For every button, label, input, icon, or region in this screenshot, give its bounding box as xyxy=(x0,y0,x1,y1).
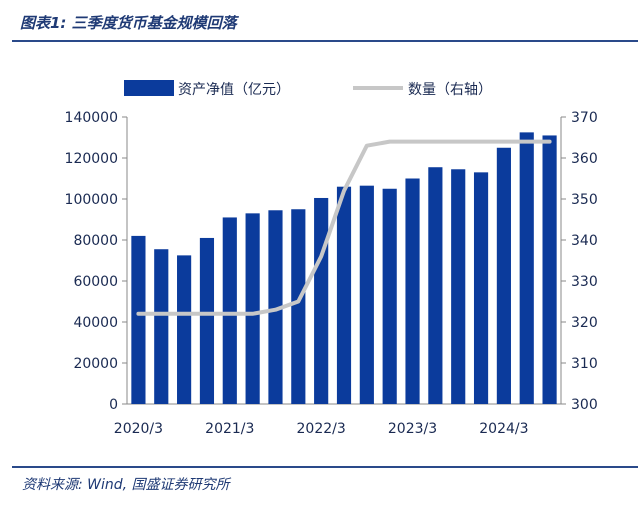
count-line xyxy=(136,139,552,316)
bar xyxy=(245,213,260,404)
bar xyxy=(473,172,489,404)
y-left-tick-label: 60000 xyxy=(73,274,118,290)
y-left-tick-label: 80000 xyxy=(73,233,118,249)
bar xyxy=(428,167,443,404)
bar xyxy=(131,235,146,404)
y-right-ticks: 300 310 320 330 340 350 360 370 xyxy=(561,110,598,413)
title-divider xyxy=(12,40,638,42)
x-tick-label: 2022/3 xyxy=(297,421,346,437)
bar xyxy=(496,147,511,404)
bar xyxy=(154,249,169,404)
y-left-tick-label: 40000 xyxy=(73,315,118,331)
bar xyxy=(382,188,397,404)
y-left-tick-label: 140000 xyxy=(65,110,118,126)
y-right-tick-label: 320 xyxy=(571,315,598,331)
legend-line-label: 数量（右轴） xyxy=(408,82,492,98)
bar xyxy=(359,185,374,404)
bars xyxy=(131,132,557,404)
y-right-tick-label: 340 xyxy=(571,233,598,249)
bar xyxy=(222,217,237,404)
x-tick-label: 2023/3 xyxy=(388,421,437,437)
y-right-tick-label: 350 xyxy=(571,192,598,208)
y-left-tick-label: 20000 xyxy=(73,356,118,372)
bar xyxy=(336,186,352,404)
y-right-tick-label: 300 xyxy=(571,397,598,413)
y-right-tick-label: 370 xyxy=(571,110,598,126)
bar xyxy=(519,132,534,404)
y-right-tick-label: 310 xyxy=(571,356,598,372)
y-right-tick-label: 330 xyxy=(571,274,598,290)
y-left-tick-label: 120000 xyxy=(65,151,118,167)
x-ticks: 2020/3 2021/3 2022/3 2023/3 2024/3 xyxy=(114,421,529,437)
y-left-tick-label: 0 xyxy=(109,397,118,413)
x-tick-label: 2024/3 xyxy=(479,421,528,437)
x-tick-label: 2020/3 xyxy=(114,421,163,437)
y-right-tick-label: 360 xyxy=(571,151,598,167)
bar xyxy=(177,255,192,404)
bar xyxy=(405,178,420,404)
source-divider xyxy=(12,466,638,468)
bar xyxy=(451,169,466,404)
bar xyxy=(542,135,557,404)
source-note: 资料来源: Wind, 国盛证券研究所 xyxy=(22,477,230,493)
bar xyxy=(199,237,215,404)
bar xyxy=(268,210,283,404)
legend: 资产净值（亿元） 数量（右轴） xyxy=(124,80,492,98)
y-left-tick-label: 100000 xyxy=(65,192,118,208)
legend-bar-swatch xyxy=(124,80,174,96)
x-tick-label: 2021/3 xyxy=(205,421,254,437)
legend-bar-label: 资产净值（亿元） xyxy=(178,82,290,98)
bar xyxy=(291,209,306,404)
figure-title: 图表1: 三季度货币基金规模回落 xyxy=(20,14,237,32)
bar xyxy=(314,197,329,404)
y-left-ticks: 0 20000 40000 60000 80000 100000 120000 140000 xyxy=(65,110,127,413)
